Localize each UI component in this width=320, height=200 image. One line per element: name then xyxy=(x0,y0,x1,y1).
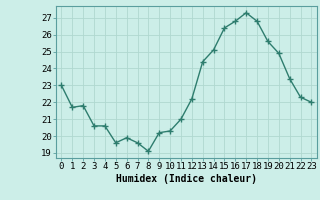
X-axis label: Humidex (Indice chaleur): Humidex (Indice chaleur) xyxy=(116,174,257,184)
